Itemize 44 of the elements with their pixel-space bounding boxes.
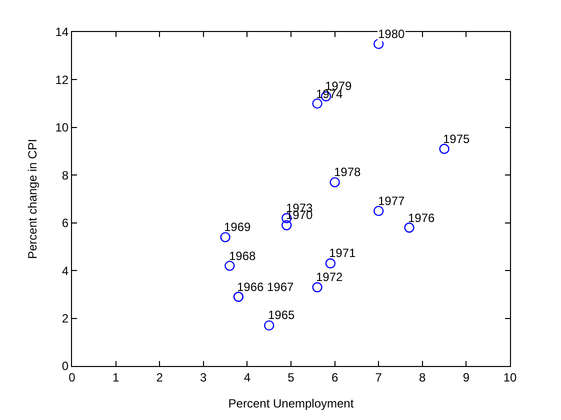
point [220,232,230,242]
y-tick-label: 14 [55,25,69,40]
annotation: 1968 [229,249,256,263]
x-tick-label: 9 [462,370,470,384]
x-tick-label: 2 [156,370,164,384]
annotation: 1978 [334,165,362,179]
annotation: 1972 [316,270,344,284]
point [224,260,235,271]
point [374,206,384,216]
x-tick-label: 10 [503,370,517,384]
annotation: 1967 [267,280,294,294]
y-tick-label: 6 [62,216,69,230]
point [282,220,292,230]
point [374,38,384,50]
y-tick-label: 8 [62,168,69,182]
point [312,98,322,109]
x-axis-title: Percent Unemployment [228,396,354,410]
annotation: 1966 [237,280,264,294]
point [312,282,322,292]
x-tick-label: 7 [375,370,382,384]
annotation: 1965 [268,308,296,322]
y-axis-title: Percent change in CPI [26,138,40,260]
x-tick-label: 4 [244,370,251,384]
annotation: 1976 [408,211,436,225]
y-tick-label: 0 [62,359,69,374]
annotation: 1975 [443,132,470,146]
y-tick-label: 4 [62,264,69,278]
point [330,177,340,188]
annotation: 1980 [378,27,406,41]
y-tick-label: 2 [62,311,69,326]
x-tick-label: 6 [331,370,338,384]
annotation: 1971 [329,246,356,260]
annotation: 1969 [224,220,252,234]
x-tick-label: 8 [419,370,426,384]
y-tick-label: 12 [55,72,69,87]
point [404,222,414,233]
x-tick-label: 1 [112,370,120,384]
point [325,258,336,269]
annotation: 1977 [378,194,406,208]
x-tick-label: 5 [288,370,295,384]
y-tick-label: 10 [55,120,69,135]
point [264,320,274,331]
point [439,144,450,154]
x-tick-label: 3 [200,370,208,384]
